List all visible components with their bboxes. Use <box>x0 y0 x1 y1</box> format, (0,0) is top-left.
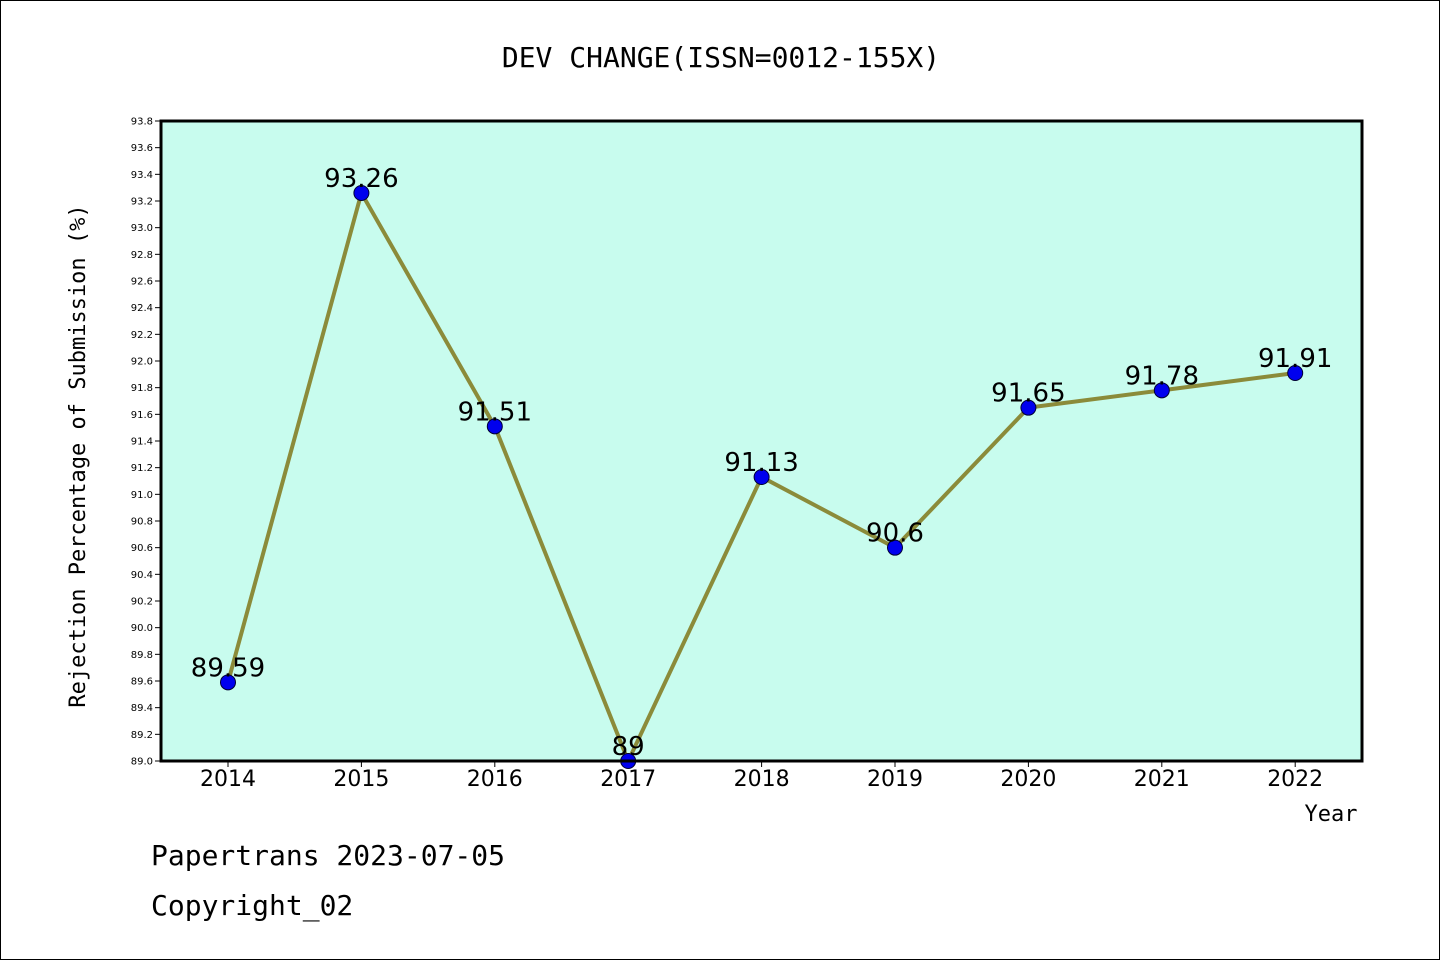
y-tick-label: 90.2 <box>131 597 153 608</box>
plot-area <box>161 121 1362 761</box>
y-tick-label: 93.6 <box>131 143 153 154</box>
x-tick-label: 2016 <box>467 767 523 792</box>
plot-border <box>159 119 1364 763</box>
data-point <box>220 674 236 691</box>
data-label: 93.26 <box>324 164 398 194</box>
data-series <box>220 185 1304 769</box>
y-tick-label: 91.2 <box>131 463 153 474</box>
y-tick-label: 92.2 <box>131 330 153 341</box>
data-label: 91.13 <box>724 448 798 478</box>
x-tick-label: 2021 <box>1134 767 1190 792</box>
y-tick-label: 90.0 <box>131 623 153 634</box>
y-tick-label: 92.4 <box>131 303 153 314</box>
y-tick-label: 93.0 <box>131 223 153 234</box>
data-point <box>887 539 903 556</box>
y-tick-label: 91.0 <box>131 490 153 501</box>
y-tick-label: 93.4 <box>131 170 153 181</box>
x-tick-label: 2020 <box>1000 767 1056 792</box>
x-tick-label: 2019 <box>867 767 923 792</box>
data-labels: 89.59 93.26 91.51 89 91.13 90.6 91.65 91.78 91.9… <box>191 164 1333 762</box>
data-label: 91.65 <box>991 379 1065 409</box>
y-tick-label: 93.2 <box>131 197 153 208</box>
data-point <box>486 418 503 435</box>
x-tick-label: 2017 <box>600 767 656 792</box>
x-axis: 2014 2015 2016 2017 2018 2019 2020 2021 2022 <box>200 761 1323 792</box>
y-axis-label: Rejection Percentage of Submission (%) <box>66 204 91 707</box>
y-tick-label: 90.8 <box>131 517 153 528</box>
data-point <box>1287 365 1304 381</box>
y-tick-label: 91.6 <box>131 410 153 421</box>
y-tick-label: 89.8 <box>131 650 153 661</box>
y-tick-label: 89.0 <box>131 757 153 768</box>
data-point <box>1153 382 1170 399</box>
y-tick-label: 89.2 <box>131 730 153 741</box>
data-label: 90.6 <box>866 519 924 549</box>
data-point <box>1020 399 1037 416</box>
footer-copyright: Copyright_02 <box>151 889 353 923</box>
chart-title: DEV CHANGE(ISSN=0012-155X) <box>502 41 940 74</box>
y-tick-label: 90.6 <box>131 543 153 554</box>
y-tick-label: 91.4 <box>131 437 153 448</box>
y-tick-label: 92.6 <box>131 277 153 288</box>
y-axis: 89.0 89.2 89.4 89.6 89.8 90.0 90.2 90.4 90.6 90.8… <box>131 117 161 768</box>
y-tick-label: 90.4 <box>131 570 153 581</box>
y-tick-label: 89.4 <box>131 703 153 714</box>
data-label: 91.51 <box>458 397 532 427</box>
data-point <box>353 185 370 201</box>
footer-date: Papertrans 2023-07-05 <box>151 839 505 872</box>
data-label: 91.91 <box>1258 344 1332 374</box>
data-point <box>753 469 770 485</box>
x-tick-label: 2014 <box>200 767 256 792</box>
x-tick-label: 2018 <box>734 767 790 792</box>
y-tick-label: 92.0 <box>131 357 153 368</box>
x-tick-label: 2022 <box>1267 767 1323 792</box>
data-label: 89 <box>612 732 645 762</box>
data-label: 89.59 <box>191 653 265 683</box>
x-tick-label: 2015 <box>333 767 389 792</box>
y-tick-label: 93.8 <box>131 117 153 128</box>
y-tick-label: 89.6 <box>131 677 153 688</box>
y-tick-label: 91.8 <box>131 383 153 394</box>
x-axis-label: Year <box>1305 802 1358 827</box>
y-tick-label: 92.8 <box>131 250 153 261</box>
data-label: 91.78 <box>1125 361 1199 391</box>
